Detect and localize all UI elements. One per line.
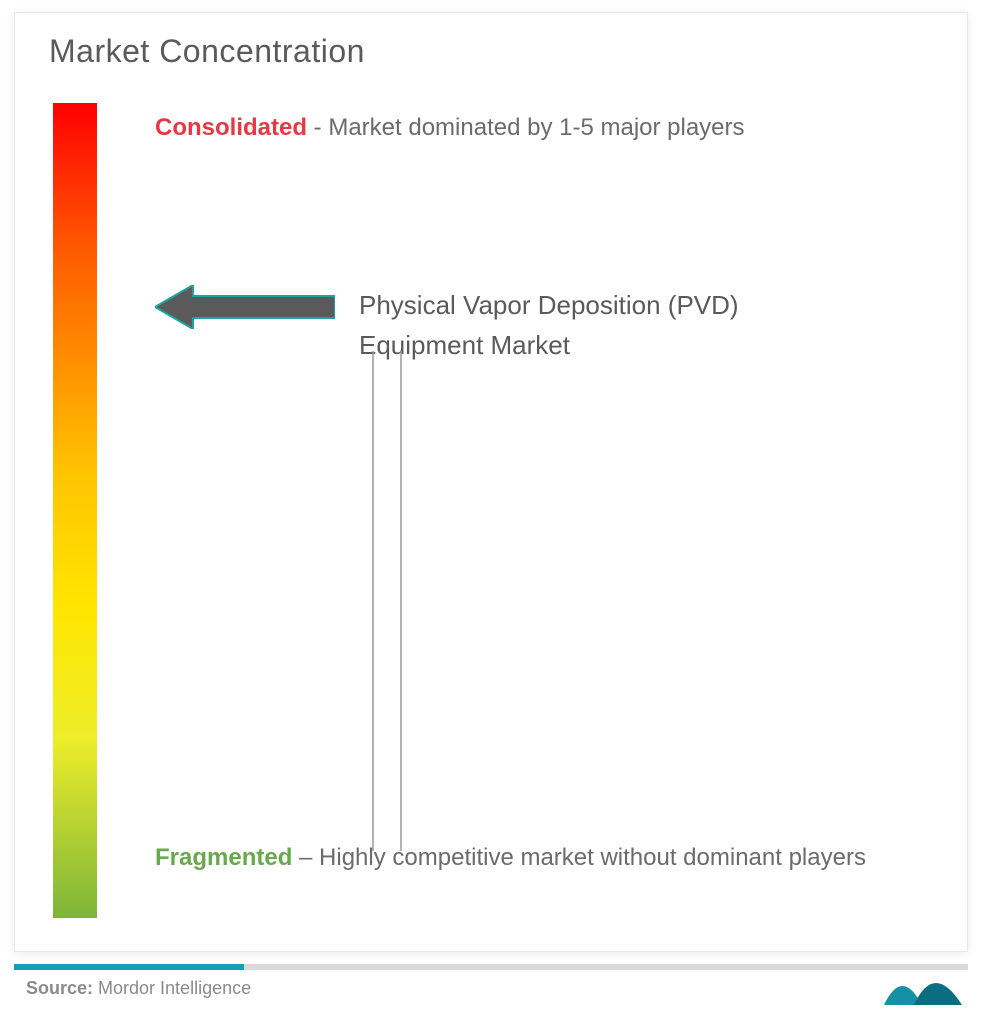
market-position-arrow	[155, 285, 335, 334]
consolidated-label-bold: Consolidated	[155, 114, 307, 141]
source-label-rest: Mordor Intelligence	[98, 978, 251, 998]
arrow-left-icon	[155, 285, 335, 329]
consolidated-label: Consolidated - Market dominated by 1-5 m…	[155, 111, 745, 145]
fragmented-label-rest: – Highly competitive market without domi…	[292, 844, 866, 871]
market-name-line1: Physical Vapor Deposition (PVD)	[359, 285, 739, 325]
consolidated-label-rest: - Market dominated by 1-5 major players	[307, 114, 745, 141]
concentration-gradient-bar	[53, 103, 97, 918]
brand-logo-icon	[884, 965, 964, 1005]
fragmented-label: Fragmented – Highly competitive market w…	[155, 833, 866, 883]
chart-title: Market Concentration	[49, 33, 365, 70]
source-label-bold: Source:	[26, 978, 98, 998]
fragmented-label-bold: Fragmented	[155, 844, 292, 871]
source-attribution: Source: Mordor Intelligence	[26, 978, 251, 999]
marker-vertical-lines	[365, 351, 425, 871]
source-divider-bar	[14, 964, 968, 970]
infographic-card: Market Concentration Consolidated - Mark…	[14, 12, 968, 952]
